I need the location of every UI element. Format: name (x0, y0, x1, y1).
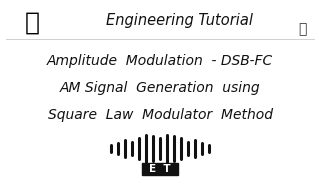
FancyBboxPatch shape (141, 163, 179, 175)
Text: Square  Law  Modulator  Method: Square Law Modulator Method (47, 108, 273, 122)
Text: E  T: E T (149, 164, 171, 174)
Text: AM Signal  Generation  using: AM Signal Generation using (60, 81, 260, 95)
Text: Engineering Tutorial: Engineering Tutorial (106, 13, 253, 28)
Text: Amplitude  Modulation  - DSB-FC: Amplitude Modulation - DSB-FC (47, 54, 273, 68)
Text: 🎓: 🎓 (25, 10, 39, 35)
Text: 🖊: 🖊 (298, 23, 307, 37)
